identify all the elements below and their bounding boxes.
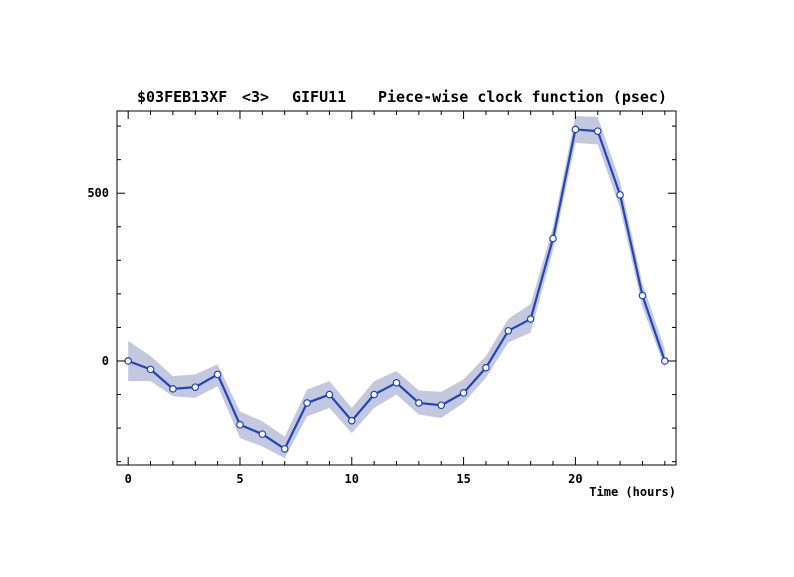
data-point — [370, 390, 378, 399]
data-point — [347, 416, 356, 425]
y-tick-label: 500 — [87, 186, 109, 200]
series-line — [127, 128, 666, 451]
plot-frame — [116, 110, 677, 466]
data-point — [526, 315, 535, 323]
data-point — [146, 365, 155, 374]
data-point — [571, 125, 580, 134]
y-tick-label: 0 — [102, 354, 109, 368]
data-point — [504, 326, 513, 335]
data-point — [325, 390, 334, 399]
chart-title-station: GIFU11 — [292, 88, 346, 106]
data-point — [459, 389, 468, 397]
chart-title-index: <3> — [242, 88, 269, 106]
data-point — [415, 399, 423, 407]
data-point — [169, 385, 177, 393]
chart-title-description: Piece-wise clock function (psec) — [378, 88, 667, 106]
uncertainty-band — [128, 116, 665, 459]
data-point — [236, 420, 244, 429]
data-point — [593, 127, 602, 135]
x-tick-label: 15 — [456, 472, 470, 486]
data-point — [303, 399, 311, 407]
plot-area: 0 5 10 15 20 0 500 — [87, 111, 676, 486]
data-point — [437, 401, 446, 410]
data-point — [392, 378, 401, 387]
data-point — [124, 357, 132, 365]
data-point — [549, 234, 557, 243]
data-point — [258, 430, 267, 438]
data-point — [616, 191, 624, 199]
x-axis-label: Time (hours) — [589, 485, 676, 499]
x-tick-label: 10 — [345, 472, 359, 486]
data-point — [191, 383, 200, 391]
x-tick-label: 5 — [236, 472, 243, 486]
x-tick-label: 20 — [568, 472, 582, 486]
data-point — [482, 363, 490, 372]
data-point — [280, 445, 289, 453]
data-point — [638, 291, 647, 300]
chart-title-source: $03FEB13XF — [137, 88, 227, 106]
data-point — [661, 357, 669, 365]
data-point — [213, 370, 222, 379]
x-tick-label: 0 — [125, 472, 132, 486]
